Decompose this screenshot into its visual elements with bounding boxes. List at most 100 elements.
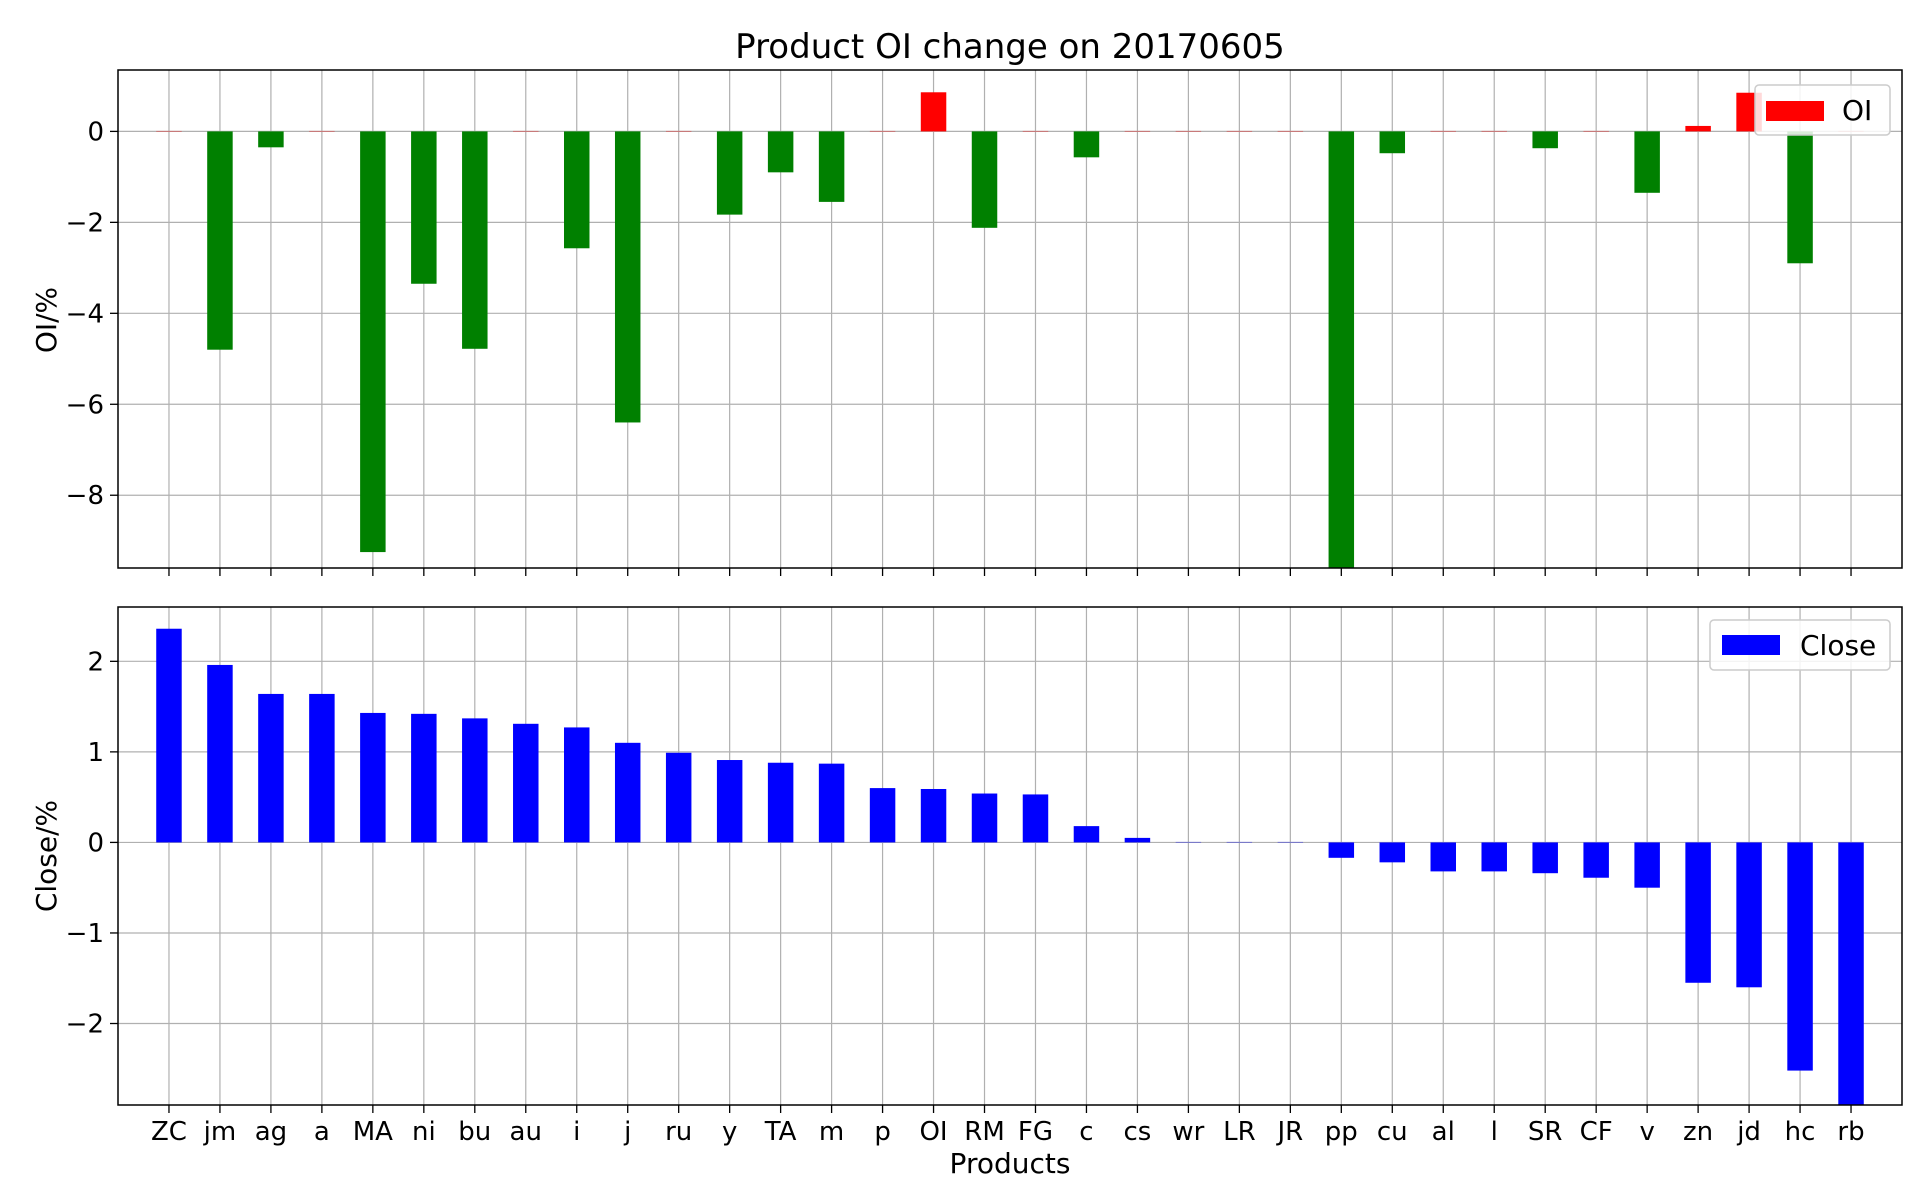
close-bars xyxy=(156,628,1864,1105)
ytick-label: −6 xyxy=(66,390,104,420)
xtick-label-hc: hc xyxy=(1785,1117,1816,1147)
bar-MA xyxy=(360,131,386,553)
bar-y xyxy=(716,760,743,843)
bar-p xyxy=(869,788,896,843)
xtick-label-ni: ni xyxy=(412,1117,436,1147)
xtick-label-zn: zn xyxy=(1683,1117,1713,1147)
bar-v xyxy=(1634,842,1660,888)
bar-au xyxy=(513,723,539,843)
ytick-label: −1 xyxy=(66,919,104,949)
xtick-label-v: v xyxy=(1639,1117,1654,1147)
ytick-label: −2 xyxy=(66,1010,104,1040)
bar-m xyxy=(818,131,845,202)
xtick-label-a: a xyxy=(314,1117,330,1147)
close-legend-swatch xyxy=(1722,635,1780,655)
xtick-label-au: au xyxy=(510,1117,542,1147)
xtick-label-p: p xyxy=(874,1117,891,1147)
ytick-label: 2 xyxy=(87,647,104,677)
close-ylabel: Close/% xyxy=(30,800,63,912)
bar-c xyxy=(1073,131,1100,158)
oi-legend-swatch xyxy=(1766,101,1824,121)
oi-legend-label: OI xyxy=(1842,94,1872,127)
xtick-label-cs: cs xyxy=(1124,1117,1152,1147)
bar-y xyxy=(716,131,743,215)
bar-jm xyxy=(207,664,233,843)
close-legend-box xyxy=(1709,619,1891,671)
oi-axes-frame xyxy=(117,69,1903,569)
xtick-label-MA: MA xyxy=(353,1117,393,1147)
xtick-label-m: m xyxy=(819,1117,844,1147)
xtick-label-ZC: ZC xyxy=(151,1117,187,1147)
bar-CF xyxy=(1583,842,1609,878)
xtick-label-ru: ru xyxy=(665,1117,692,1147)
bar-MA xyxy=(360,712,386,843)
bar-i xyxy=(564,131,590,249)
xtick-label-jm: jm xyxy=(203,1117,237,1147)
bar-FG xyxy=(1022,794,1049,843)
xtick-label-FG: FG xyxy=(1018,1117,1053,1147)
xtick-label-i: i xyxy=(573,1117,580,1147)
bar-j xyxy=(614,131,641,423)
xtick-label-SR: SR xyxy=(1528,1117,1563,1147)
bar-jd xyxy=(1736,842,1762,988)
close-xlabel: Products xyxy=(950,1147,1071,1180)
bar-rb xyxy=(1838,842,1864,1105)
bar-c xyxy=(1073,826,1100,843)
bar-OI xyxy=(920,92,947,132)
bar-bu xyxy=(462,718,488,843)
bar-i xyxy=(564,727,590,843)
oi-legend: OI xyxy=(1754,84,1891,136)
bar-m xyxy=(818,763,845,843)
close-axes-frame xyxy=(117,606,1903,1106)
bar-v xyxy=(1634,131,1660,193)
bar-ru xyxy=(665,752,692,843)
bar-zn xyxy=(1685,125,1711,132)
bar-cu xyxy=(1379,131,1406,154)
bar-ag xyxy=(258,131,284,148)
bar-RM xyxy=(971,793,998,843)
bar-TA xyxy=(767,762,794,843)
bar-OI xyxy=(920,788,947,843)
xtick-label-ag: ag xyxy=(255,1117,287,1147)
bar-hc xyxy=(1787,842,1813,1071)
bar-l xyxy=(1481,842,1507,872)
oi-yticks: 0 −2 −4 −6 −8 xyxy=(66,117,118,511)
xtick-label-OI: OI xyxy=(919,1117,947,1147)
ytick-label: 0 xyxy=(87,828,104,858)
bar-ni xyxy=(411,131,437,284)
ytick-label: 0 xyxy=(87,117,104,147)
bar-ag xyxy=(258,693,284,843)
xtick-label-pp: pp xyxy=(1325,1117,1358,1147)
xtick-label-bu: bu xyxy=(458,1117,491,1147)
bar-RM xyxy=(971,131,998,228)
xtick-label-y: y xyxy=(722,1117,737,1147)
bar-SR xyxy=(1532,131,1558,149)
bar-TA xyxy=(767,131,794,173)
bar-cu xyxy=(1379,842,1406,863)
xtick-label-wr: wr xyxy=(1172,1117,1204,1147)
bar-a xyxy=(309,693,335,843)
xtick-label-TA: TA xyxy=(764,1117,797,1147)
ytick-label: 1 xyxy=(87,738,104,768)
oi-panel: 0 −2 −4 −6 −8 OI/% OI xyxy=(30,69,1903,576)
oi-bars xyxy=(156,92,1864,568)
xtick-label-cu: cu xyxy=(1377,1117,1408,1147)
close-legend: Close xyxy=(1709,619,1891,671)
bar-al xyxy=(1430,842,1456,872)
bar-hc xyxy=(1787,131,1813,264)
bar-ZC xyxy=(156,628,182,843)
ytick-label: −2 xyxy=(66,208,104,238)
bar-ni xyxy=(411,713,437,843)
xtick-label-RM: RM xyxy=(964,1117,1005,1147)
bar-bu xyxy=(462,131,488,349)
close-yticks: 2 1 0 −1 −2 xyxy=(66,647,118,1040)
bar-pp xyxy=(1328,842,1355,858)
bar-cs xyxy=(1124,837,1151,843)
close-xticks: ZC jm ag a MA ni bu au i j ru y TA m p OI RM FG c cs wr LR JR p… xyxy=(151,1105,1865,1147)
ytick-label: −4 xyxy=(66,299,104,329)
xtick-label-c: c xyxy=(1079,1117,1093,1147)
xtick-label-l: l xyxy=(1491,1117,1498,1147)
bar-pp xyxy=(1328,131,1355,568)
